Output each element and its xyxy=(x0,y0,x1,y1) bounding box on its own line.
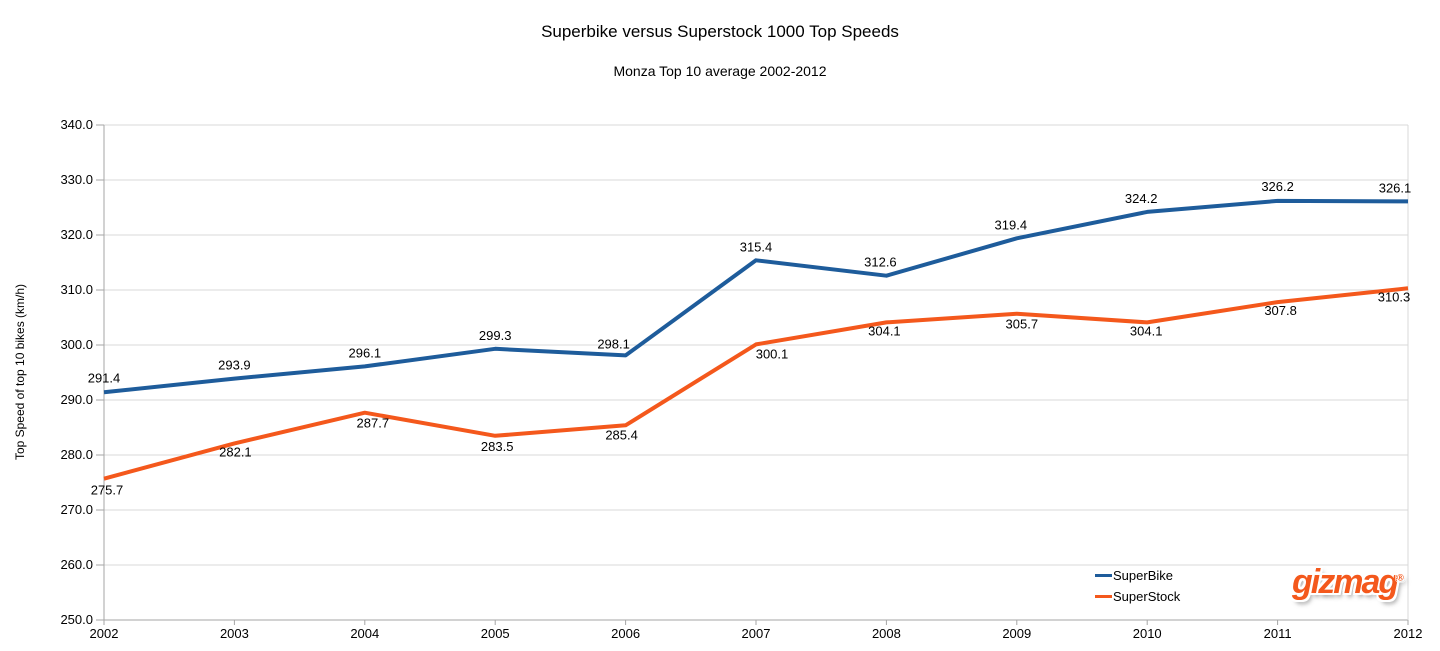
x-tick-label: 2006 xyxy=(611,626,640,641)
gizmag-logo: gizmag® xyxy=(1292,563,1404,602)
legend-item-superstock: SuperStock xyxy=(1095,586,1180,607)
superstock-line xyxy=(103,286,1409,481)
superbike-data-label: 293.9 xyxy=(218,358,251,373)
y-tick-label: 270.0 xyxy=(60,502,93,517)
superbike-data-label: 319.4 xyxy=(995,217,1028,232)
y-tick-label: 340.0 xyxy=(60,117,93,132)
y-tick-label: 260.0 xyxy=(60,557,93,572)
superbike-legend-label: SuperBike xyxy=(1113,568,1173,583)
superbike-data-label: 298.1 xyxy=(597,336,630,351)
x-tick-label: 2010 xyxy=(1133,626,1162,641)
superbike-data-label: 326.1 xyxy=(1379,180,1412,195)
superstock-data-label: 305.7 xyxy=(1006,317,1039,332)
superbike-data-label: 315.4 xyxy=(740,239,773,254)
legend: SuperBike SuperStock xyxy=(1095,565,1180,607)
chart-title: Superbike versus Superstock 1000 Top Spe… xyxy=(541,22,899,41)
y-tick-label: 290.0 xyxy=(60,392,93,407)
superstock-data-label: 300.1 xyxy=(756,346,789,361)
x-tick-label: 2008 xyxy=(872,626,901,641)
x-tick-label: 2011 xyxy=(1264,626,1292,641)
superstock-data-label: 287.7 xyxy=(357,416,390,431)
y-tick-label: 320.0 xyxy=(60,227,93,242)
superstock-legend-label: SuperStock xyxy=(1113,589,1181,604)
x-tick-label: 2003 xyxy=(220,626,249,641)
superstock-legend-swatch xyxy=(1095,595,1112,598)
superstock-data-label: 285.4 xyxy=(605,427,638,442)
registered-trademark-icon: ® xyxy=(1397,572,1404,583)
superstock-data-label: 282.1 xyxy=(219,444,252,459)
superstock-data-label: 304.1 xyxy=(1130,323,1163,338)
x-tick-label: 2007 xyxy=(742,626,771,641)
x-tick-label: 2012 xyxy=(1394,626,1423,641)
x-tick-label: 2009 xyxy=(1002,626,1031,641)
superstock-data-label: 310.3 xyxy=(1378,289,1411,304)
x-tick-label: 2002 xyxy=(90,626,119,641)
gizmag-logo-text: gizmag xyxy=(1292,563,1399,601)
superbike-data-label: 299.3 xyxy=(479,328,512,343)
superbike-line xyxy=(103,198,1409,395)
legend-item-superbike: SuperBike xyxy=(1095,565,1180,586)
superbike-data-label: 312.6 xyxy=(864,255,897,270)
superbike-data-label: 324.2 xyxy=(1125,191,1158,206)
y-tick-label: 300.0 xyxy=(60,337,93,352)
superstock-data-label: 304.1 xyxy=(868,323,901,338)
superbike-data-label: 296.1 xyxy=(349,345,382,360)
superstock-data-label: 275.7 xyxy=(91,483,124,498)
x-tick-label: 2005 xyxy=(481,626,510,641)
x-tick-label: 2004 xyxy=(350,626,379,641)
superbike-data-label: 291.4 xyxy=(88,370,121,385)
superstock-data-label: 307.8 xyxy=(1264,303,1297,318)
superstock-data-label: 283.5 xyxy=(481,439,514,454)
y-tick-label: 280.0 xyxy=(60,447,93,462)
y-tick-label: 250.0 xyxy=(60,612,93,627)
superbike-data-label: 326.2 xyxy=(1261,179,1294,194)
chart-subtitle: Monza Top 10 average 2002-2012 xyxy=(613,63,827,79)
y-tick-label: 330.0 xyxy=(60,172,93,187)
y-tick-label: 310.0 xyxy=(60,282,93,297)
superbike-legend-swatch xyxy=(1095,574,1112,577)
